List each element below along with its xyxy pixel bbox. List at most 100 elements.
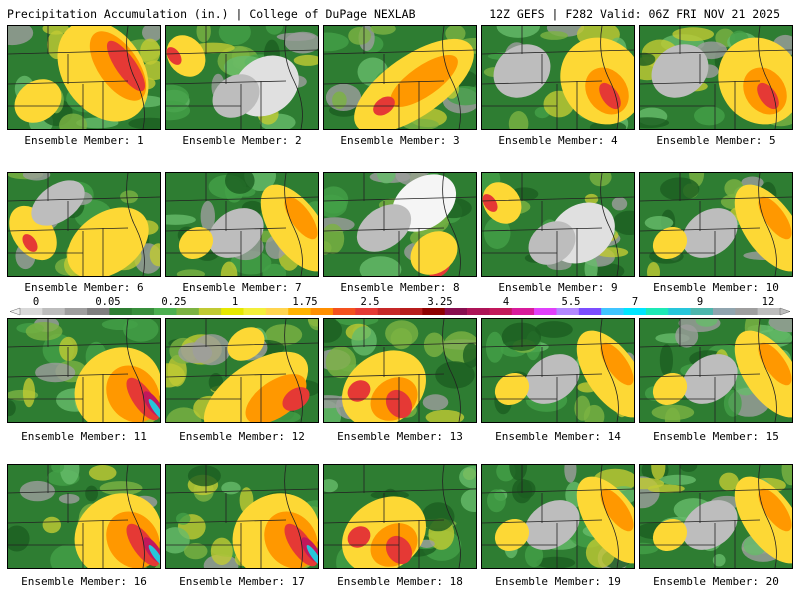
color-swatch — [42, 308, 65, 315]
precip-texture-blob — [695, 319, 718, 327]
ensemble-member-map — [7, 172, 161, 277]
state-border — [482, 342, 634, 348]
precip-map — [8, 26, 160, 129]
map-title: Precipitation Accumulation (in.) | Colle… — [7, 7, 416, 21]
legend-tick-label: 7 — [632, 296, 638, 308]
state-border — [284, 26, 303, 129]
ensemble-member-map — [323, 172, 477, 277]
precip-contour — [494, 372, 530, 406]
precip-texture-blob — [140, 38, 160, 65]
state-border — [442, 173, 461, 276]
color-swatch — [20, 308, 43, 315]
precip-texture-blob — [564, 465, 577, 483]
precip-map — [482, 319, 634, 422]
ensemble-member-map — [165, 172, 319, 277]
precip-texture-blob — [584, 193, 599, 205]
member-caption: Ensemble Member: 15 — [653, 430, 779, 443]
precip-texture-blob — [58, 494, 80, 504]
precip-contour — [482, 182, 522, 224]
legend-arrow-left — [9, 307, 21, 316]
member-caption: Ensemble Member: 1 — [24, 134, 144, 147]
state-border — [600, 173, 619, 276]
precip-contour — [524, 354, 580, 404]
precip-texture-blob — [187, 465, 221, 487]
precip-texture-blob — [612, 210, 634, 235]
color-swatch — [288, 308, 311, 315]
precip-texture-blob — [423, 332, 445, 358]
state-border — [758, 465, 777, 568]
precip-contour — [31, 180, 85, 226]
precip-texture-blob — [221, 481, 241, 495]
state-border — [640, 49, 792, 55]
precip-map — [482, 465, 634, 568]
state-border — [284, 173, 303, 276]
precip-texture-blob — [421, 502, 455, 532]
precip-texture-blob — [176, 269, 205, 276]
precip-contour — [734, 184, 792, 272]
precip-map — [324, 465, 476, 568]
state-border — [482, 196, 634, 202]
precip-texture-blob — [200, 200, 215, 232]
precip-texture-blob — [425, 409, 465, 422]
color-scale-bar: 0 0.05 0.25 1 1.75 2.5 3.25 4 5.5 7 9 12 — [9, 296, 791, 316]
member-caption: Ensemble Member: 4 — [498, 134, 618, 147]
precip-texture-blob — [640, 52, 656, 66]
precip-texture-blob — [583, 404, 605, 422]
precip-map — [324, 173, 476, 276]
precip-texture-blob — [370, 26, 396, 35]
precip-texture-blob — [723, 390, 742, 417]
precip-texture-blob — [540, 31, 568, 40]
precip-texture-blob — [524, 543, 544, 568]
precip-texture-blob — [196, 26, 211, 43]
legend-tick-label: 5.5 — [562, 296, 581, 308]
member-caption: Ensemble Member: 7 — [182, 281, 302, 294]
precip-contour — [652, 518, 688, 552]
precip-contour — [106, 40, 146, 92]
precip-texture-blob — [142, 26, 160, 42]
precip-texture-blob — [589, 173, 612, 187]
precip-texture-blob — [435, 361, 475, 389]
state-border — [8, 196, 160, 202]
precip-map — [640, 26, 792, 129]
legend-arrow-right — [779, 307, 791, 316]
member-caption: Ensemble Member: 10 — [653, 281, 779, 294]
state-border — [482, 49, 634, 55]
precip-texture-blob — [647, 262, 660, 276]
color-swatch — [355, 308, 378, 315]
state-border — [758, 173, 777, 276]
precip-texture-blob — [536, 556, 576, 568]
precip-texture-blob — [640, 477, 665, 490]
ensemble-member-map — [323, 464, 477, 569]
precip-contour — [347, 380, 371, 402]
state-border — [482, 488, 634, 494]
precip-contour — [734, 330, 792, 418]
precip-texture-blob — [8, 26, 34, 46]
color-swatch — [645, 308, 669, 315]
precip-contour — [734, 476, 792, 564]
ensemble-member-map — [7, 318, 161, 423]
color-legend: 0 0.05 0.25 1 1.75 2.5 3.25 4 5.5 7 9 12 — [8, 296, 792, 320]
precip-texture-blob — [332, 91, 347, 109]
precip-contour — [166, 35, 206, 77]
color-swatch — [154, 308, 177, 315]
precip-contour — [14, 79, 62, 123]
header: Precipitation Accumulation (in.) | Colle… — [0, 0, 800, 24]
precip-texture-blob — [225, 173, 255, 194]
state-border — [442, 465, 461, 568]
member-caption: Ensemble Member: 9 — [498, 281, 618, 294]
precip-texture-blob — [485, 331, 504, 363]
precip-map — [8, 319, 160, 422]
precip-texture-blob — [487, 489, 506, 513]
color-swatch — [377, 308, 401, 315]
precip-texture-blob — [496, 26, 540, 38]
model-run-info: 12Z GEFS | F282 Valid: 06Z FRI NOV 21 20… — [489, 7, 780, 21]
precip-contour — [524, 500, 580, 550]
precip-texture-blob — [8, 400, 16, 417]
state-border — [284, 465, 303, 568]
state-border — [640, 196, 792, 202]
member-caption: Ensemble Member: 8 — [340, 281, 460, 294]
precip-texture-blob — [22, 378, 36, 408]
precip-contour — [410, 231, 458, 275]
member-caption: Ensemble Member: 20 — [653, 575, 779, 588]
state-border — [442, 26, 461, 129]
